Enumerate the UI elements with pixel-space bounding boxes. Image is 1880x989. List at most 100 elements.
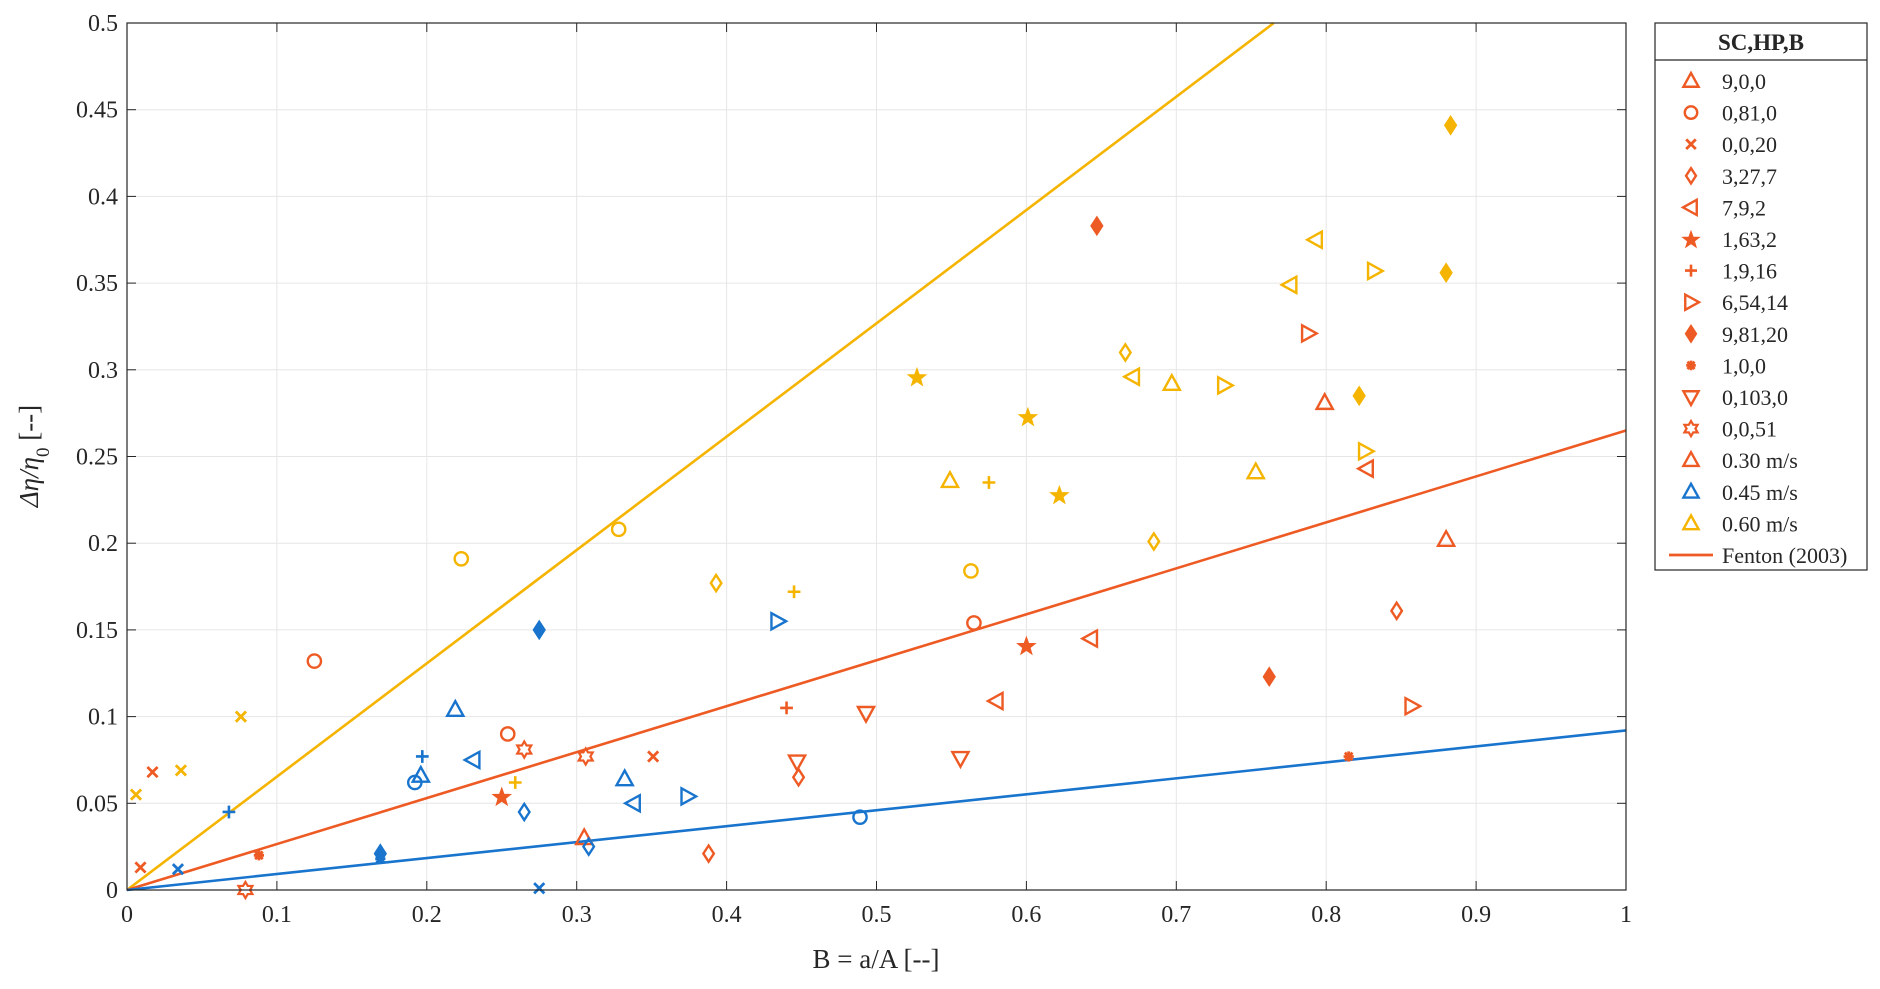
marker-asterisk <box>1686 360 1696 371</box>
x-tick-label: 0.5 <box>862 902 892 928</box>
data-point <box>1343 751 1354 762</box>
legend-entry: 9,81,20 <box>1684 322 1788 347</box>
y-label-unit: [--] <box>14 405 44 448</box>
marker-triangle-up <box>1681 512 1701 531</box>
data-point <box>966 615 982 631</box>
data-point <box>786 754 808 773</box>
y-tick-label: 0.35 <box>76 271 118 297</box>
marker-diamond-filled <box>1684 324 1698 344</box>
marker-triangle-up <box>1314 391 1335 411</box>
marker-asterisk <box>375 853 386 864</box>
data-point <box>1079 628 1099 649</box>
data-point <box>1366 260 1386 282</box>
y-label-main: Δη/η <box>14 457 44 508</box>
marker-x <box>146 765 159 779</box>
marker-triangle-up <box>1681 481 1701 499</box>
fit-line <box>126 21 1275 892</box>
marker-circle <box>406 774 423 791</box>
marker-triangle-left <box>622 793 641 814</box>
marker-x <box>174 764 188 777</box>
data-point <box>499 726 516 742</box>
marker-triangle-right <box>1684 292 1702 312</box>
y-tick-label: 0.3 <box>88 358 118 384</box>
data-point <box>306 653 323 669</box>
x-tick-label: 0.9 <box>1461 902 1491 928</box>
data-point <box>491 786 513 807</box>
legend-entry: 0,81,0 <box>1683 101 1777 126</box>
data-point <box>532 619 546 641</box>
y-tick-label: 0.5 <box>88 11 118 37</box>
data-point <box>174 764 188 777</box>
legend-entry-label: Fenton (2003) <box>1722 543 1847 568</box>
y-axis-label-group: Δη/η0 [--] <box>14 405 54 508</box>
x-tick-label: 0.7 <box>1161 902 1191 928</box>
marker-triangle-up <box>1245 461 1266 480</box>
marker-triangle-right <box>770 611 789 632</box>
marker-diamond-filled <box>1090 215 1104 237</box>
marker-triangle-left <box>1121 366 1141 387</box>
marker-diamond <box>1147 531 1161 552</box>
legend-entry: 1,63,2 <box>1681 227 1777 252</box>
series-0-0-20 <box>129 710 660 895</box>
marker-diamond-filled <box>1443 115 1458 136</box>
data-point <box>576 746 595 767</box>
marker-circle <box>966 615 982 631</box>
legend-entries: 9,0,0 0,81,0 0,0,20 3,27,7 7,9,2 1,63,2 1,9,16… <box>1669 69 1847 568</box>
data-point <box>129 788 143 801</box>
x-axis-label: B = a/A [--] <box>813 944 940 974</box>
legend-entry-label: 0.30 m/s <box>1722 448 1798 473</box>
marker-triangle-up <box>939 469 961 489</box>
y-tick-label: 0.45 <box>76 98 118 124</box>
data-point <box>234 710 248 723</box>
series-0-81-0 <box>306 521 982 826</box>
x-tick-label: 1 <box>1620 902 1632 928</box>
data-point <box>1304 229 1324 250</box>
marker-triangle-up <box>1681 70 1701 88</box>
marker-triangle-down <box>855 705 877 725</box>
data-point <box>950 750 971 770</box>
marker-diamond <box>701 843 716 864</box>
data-point <box>462 749 481 771</box>
legend-entry: 0,0,51 <box>1682 417 1777 442</box>
legend-entry-label: 7,9,2 <box>1722 195 1766 220</box>
marker-star <box>491 786 513 807</box>
marker-triangle-up <box>1161 372 1182 391</box>
legend-title: SC,HP,B <box>1718 30 1804 55</box>
marker-asterisk <box>1343 751 1354 762</box>
marker-plus <box>982 476 996 489</box>
data-point <box>1121 366 1141 387</box>
legend-entry: 7,9,2 <box>1680 195 1766 220</box>
marker-hexagram <box>515 739 534 760</box>
marker-triangle-right <box>1216 375 1236 396</box>
data-point <box>852 809 868 826</box>
marker-diamond <box>581 836 596 857</box>
series-9-81-20 <box>373 115 1458 864</box>
marker-circle <box>852 809 868 826</box>
data-point <box>146 765 159 779</box>
data-point <box>985 690 1004 712</box>
data-point <box>533 882 546 895</box>
x-tick-label: 0.8 <box>1311 902 1341 928</box>
marker-plus <box>787 585 801 599</box>
data-point <box>1404 696 1423 717</box>
data-points <box>129 115 1458 901</box>
legend-entry: 1,0,0 <box>1686 353 1766 378</box>
legend-entry: 1,9,16 <box>1685 259 1777 284</box>
marker-triangle-up <box>1436 528 1457 548</box>
marker-x <box>533 882 546 895</box>
marker-star <box>1681 229 1701 249</box>
legend-entry-label: 6,54,14 <box>1722 290 1788 315</box>
marker-plus <box>1685 264 1697 277</box>
data-point <box>171 863 185 876</box>
data-point <box>222 805 236 819</box>
marker-triangle-left <box>462 749 481 771</box>
legend-entry: 0.60 m/s <box>1681 511 1798 536</box>
y-axis-label: Δη/η0 [--] <box>14 405 54 508</box>
x-tick-label: 0.1 <box>262 902 292 928</box>
marker-circle <box>306 653 323 669</box>
legend-entry: 0,0,20 <box>1685 132 1777 157</box>
data-point <box>236 879 255 901</box>
data-point <box>375 853 386 864</box>
marker-diamond <box>1118 342 1133 363</box>
marker-triangle-right <box>1366 260 1386 282</box>
